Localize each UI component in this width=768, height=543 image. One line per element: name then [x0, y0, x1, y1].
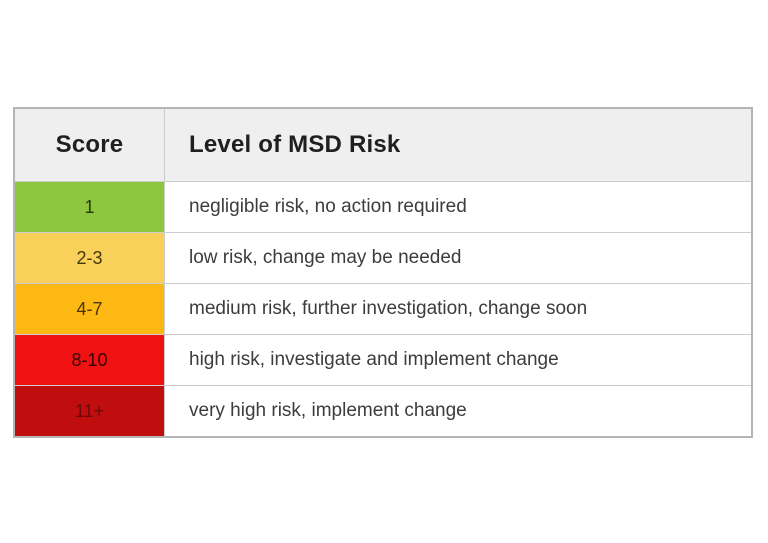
table-row-very-high: 11+ very high risk, implement change [13, 385, 753, 438]
msd-risk-table: Score Level of MSD Risk 1 negligible ris… [13, 107, 753, 438]
score-cell: 11+ [13, 385, 165, 438]
risk-description-cell: medium risk, further investigation, chan… [164, 283, 753, 335]
header-score: Score [13, 107, 165, 182]
table-row-medium: 4-7 medium risk, further investigation, … [13, 283, 753, 335]
header-level-of-msd-risk: Level of MSD Risk [164, 107, 753, 182]
risk-description-cell: high risk, investigate and implement cha… [164, 334, 753, 386]
table-row-low: 2-3 low risk, change may be needed [13, 232, 753, 284]
table-row-high: 8-10 high risk, investigate and implemen… [13, 334, 753, 386]
risk-table-body: 1 negligible risk, no action required 2-… [13, 181, 753, 438]
header-row: Score Level of MSD Risk [13, 107, 753, 182]
risk-description-cell: low risk, change may be needed [164, 232, 753, 284]
score-cell: 4-7 [13, 283, 165, 335]
score-cell: 2-3 [13, 232, 165, 284]
risk-description-cell: negligible risk, no action required [164, 181, 753, 233]
score-cell: 8-10 [13, 334, 165, 386]
score-cell: 1 [13, 181, 165, 233]
table-row-negligible: 1 negligible risk, no action required [13, 181, 753, 233]
risk-description-cell: very high risk, implement change [164, 385, 753, 438]
risk-table-header: Score Level of MSD Risk [13, 107, 753, 182]
